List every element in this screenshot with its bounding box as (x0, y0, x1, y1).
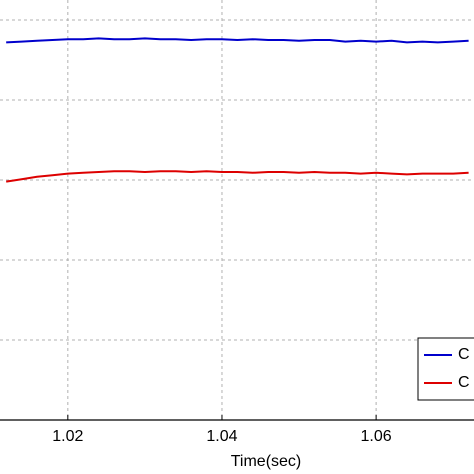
x-tick-label: 1.02 (52, 428, 83, 445)
series-line (6, 170, 469, 183)
x-tick-label: 1.06 (361, 428, 392, 445)
series-line (6, 37, 469, 44)
x-tick-label: 1.04 (206, 428, 237, 445)
legend-box (417, 337, 474, 401)
x-axis-label: Time(sec) (231, 453, 302, 470)
legend-label: C (458, 346, 470, 363)
legend: CC (417, 337, 474, 401)
legend-label: C (458, 374, 470, 391)
